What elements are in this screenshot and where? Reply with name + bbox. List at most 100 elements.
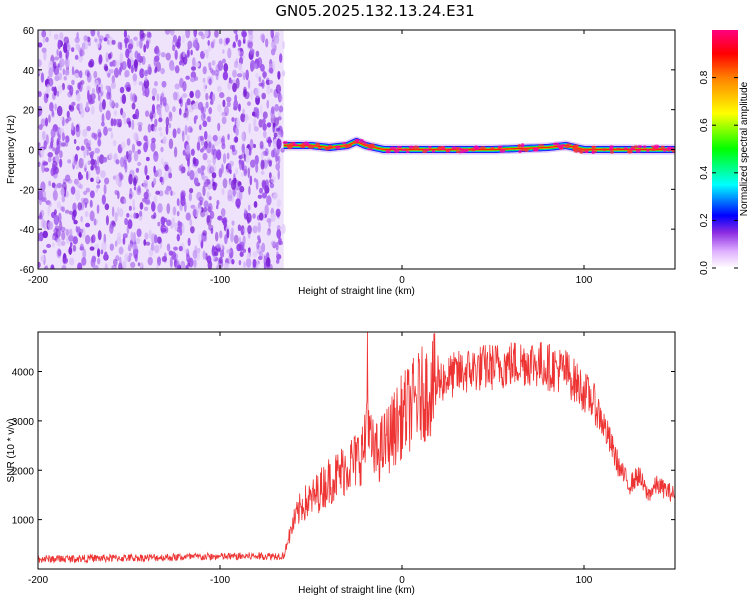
band-speckle xyxy=(517,143,522,148)
noise-blob xyxy=(258,76,262,83)
noise-blob xyxy=(72,236,78,245)
noise-blob xyxy=(90,177,94,183)
noise-blob xyxy=(181,223,185,234)
noise-blob xyxy=(79,49,85,57)
noise-blob xyxy=(245,257,252,268)
noise-blob xyxy=(244,91,250,100)
noise-blob xyxy=(43,161,49,166)
noise-blob xyxy=(154,118,158,128)
band-speckle xyxy=(635,149,641,153)
noise-blob xyxy=(161,256,167,263)
band-speckle xyxy=(642,145,647,149)
noise-blob xyxy=(41,130,46,141)
noise-blob xyxy=(150,141,156,152)
noise-blob xyxy=(160,146,164,153)
noise-blob xyxy=(211,144,215,154)
noise-blob xyxy=(128,252,133,257)
noise-blob xyxy=(243,165,248,175)
noise-blob xyxy=(132,198,135,209)
noise-blob xyxy=(115,102,119,109)
noise-blob xyxy=(261,79,265,89)
noise-blob xyxy=(186,49,190,58)
noise-blob xyxy=(198,31,204,36)
noise-blob xyxy=(63,76,67,81)
band-speckle xyxy=(623,147,628,150)
noise-blob xyxy=(100,121,105,127)
noise-blob xyxy=(131,102,136,110)
noise-blob xyxy=(239,251,244,257)
band-speckle xyxy=(561,143,566,147)
noise-blob xyxy=(264,204,269,216)
noise-blob xyxy=(94,38,98,43)
noise-blob xyxy=(185,212,191,221)
noise-blob xyxy=(79,228,84,234)
noise-blob xyxy=(220,243,224,250)
noise-blob xyxy=(44,167,50,172)
noise-blob xyxy=(47,221,54,230)
noise-blob xyxy=(187,170,190,177)
noise-blob xyxy=(109,223,114,234)
noise-blob xyxy=(268,79,273,85)
noise-blob xyxy=(192,249,198,260)
noise-blob xyxy=(130,231,134,242)
noise-blob xyxy=(139,202,144,210)
band-speckle xyxy=(609,146,614,151)
noise-blob xyxy=(258,212,264,221)
band-speckle xyxy=(328,144,333,148)
noise-blob xyxy=(89,210,95,222)
noise-blob xyxy=(71,79,75,86)
noise-blob xyxy=(241,172,245,177)
noise-blob xyxy=(97,128,102,140)
band-speckle xyxy=(445,149,450,153)
noise-blob xyxy=(238,62,243,71)
noise-blob xyxy=(144,76,148,82)
noise-blob xyxy=(96,204,100,214)
noise-blob xyxy=(89,199,93,208)
noise-blob xyxy=(187,40,193,49)
noise-blob xyxy=(136,40,140,48)
noise-blob xyxy=(268,63,273,70)
noise-blob xyxy=(119,86,125,94)
noise-blob xyxy=(139,68,145,79)
noise-blob xyxy=(252,213,256,219)
noise-blob xyxy=(133,150,139,162)
noise-blob xyxy=(198,233,203,244)
noise-blob xyxy=(56,200,61,209)
noise-blob xyxy=(52,147,56,152)
noise-blob xyxy=(60,187,65,197)
noise-blob xyxy=(100,170,106,178)
noise-blob xyxy=(268,67,274,74)
noise-blob xyxy=(40,181,46,192)
noise-blob xyxy=(255,178,259,190)
noise-blob xyxy=(104,177,110,185)
noise-blob xyxy=(94,243,100,250)
noise-blob xyxy=(51,109,55,117)
noise-blob xyxy=(224,234,228,245)
noise-blob xyxy=(88,60,94,68)
noise-blob xyxy=(139,39,143,49)
noise-blob xyxy=(172,128,177,139)
noise-blob xyxy=(98,86,101,93)
noise-blob xyxy=(106,91,111,100)
noise-blob xyxy=(257,235,261,241)
noise-blob xyxy=(115,255,120,262)
noise-blob xyxy=(131,93,137,104)
noise-blob xyxy=(220,208,226,217)
band-speckle xyxy=(405,150,410,153)
noise-blob xyxy=(233,234,239,245)
noise-blob xyxy=(140,262,143,268)
noise-blob xyxy=(261,92,266,100)
noise-blob xyxy=(158,117,163,123)
noise-blob xyxy=(104,203,110,211)
noise-blob xyxy=(124,217,129,226)
noise-blob xyxy=(46,243,52,249)
colorbar: 0.0 0.2 0.4 0.6 0.8 Normalized spectral ampli… xyxy=(699,30,750,275)
noise-blob xyxy=(64,209,70,214)
noise-blob xyxy=(221,188,225,196)
noise-blob xyxy=(61,240,66,246)
noise-blob xyxy=(113,118,117,127)
band-speckle xyxy=(307,144,315,149)
noise-blob xyxy=(281,70,286,77)
noise-blob xyxy=(253,126,259,132)
noise-blob xyxy=(93,70,98,79)
